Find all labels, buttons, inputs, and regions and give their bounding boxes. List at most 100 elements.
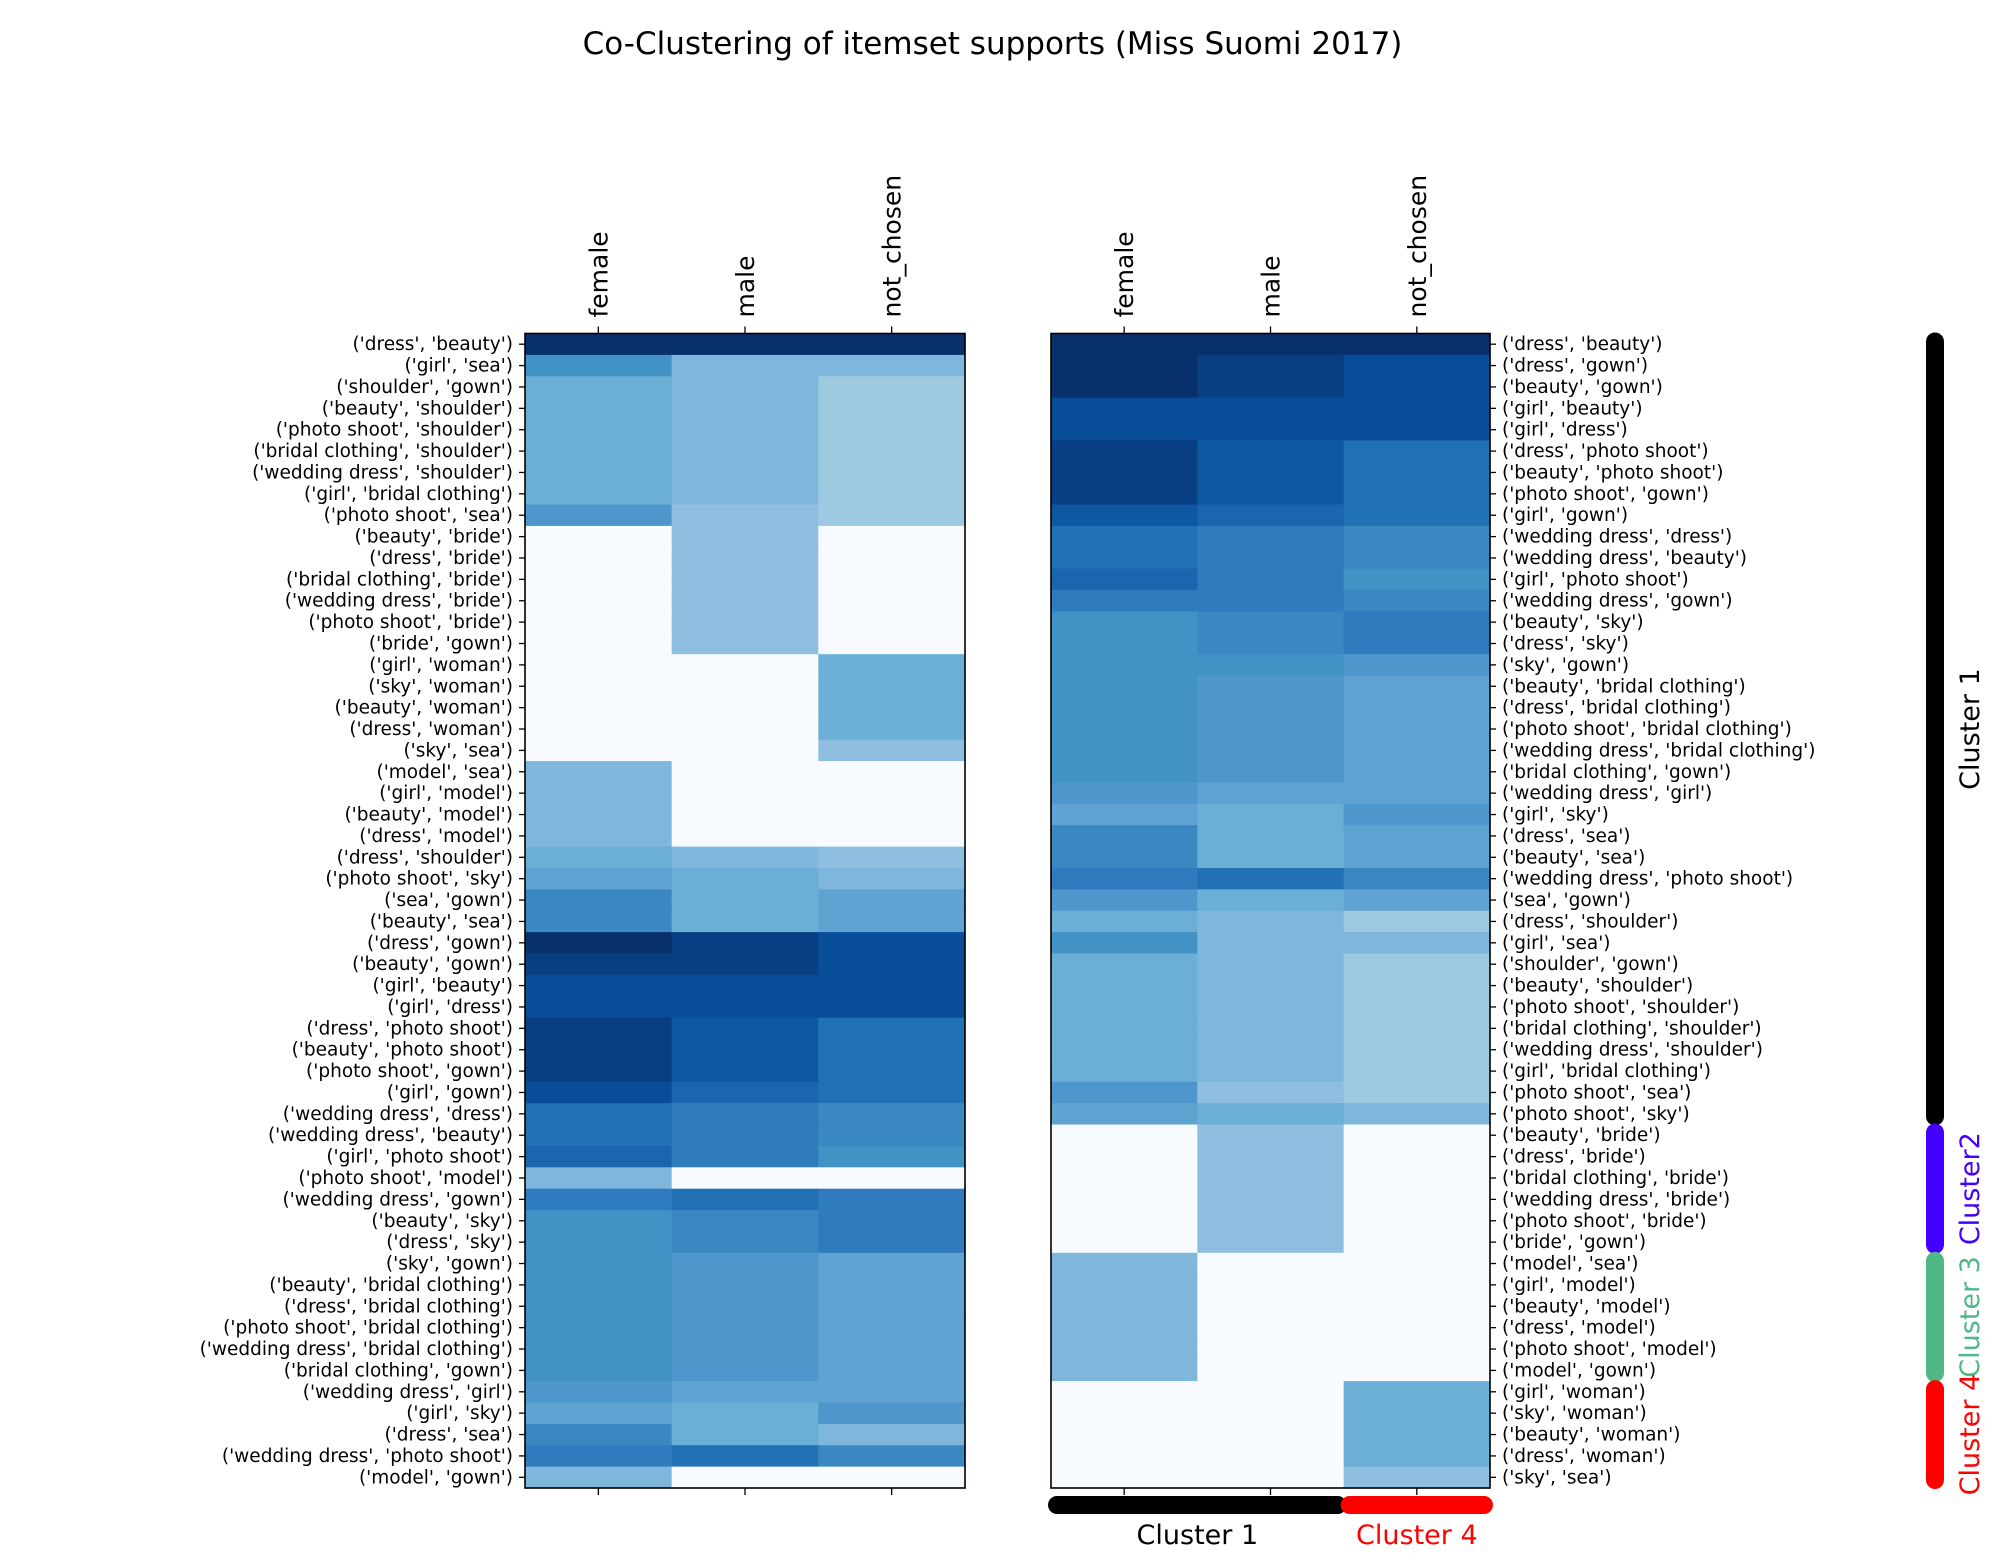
right-heatmap-row-label: ('girl', 'beauty') bbox=[1502, 398, 1643, 419]
right-heatmap-row-label: ('bridal clothing', 'shoulder') bbox=[1502, 1018, 1762, 1039]
right-heatmap-col-label: female bbox=[1110, 231, 1139, 317]
right-heatmap-cell bbox=[1051, 953, 1198, 976]
left-heatmap-cell bbox=[671, 1210, 819, 1233]
right-heatmap-row-label: ('shoulder', 'gown') bbox=[1502, 954, 1679, 975]
left-heatmap-cell bbox=[671, 1381, 819, 1404]
left-heatmap-cell bbox=[818, 1060, 966, 1083]
left-heatmap-cell bbox=[671, 1017, 819, 1040]
right-heatmap-cell bbox=[1051, 1316, 1198, 1339]
right-heatmap-cell bbox=[1051, 525, 1198, 548]
left-heatmap-cell bbox=[818, 889, 966, 912]
right-heatmap-cell bbox=[1051, 782, 1198, 805]
left-heatmap-cell bbox=[525, 889, 673, 912]
left-heatmap-cell bbox=[818, 1445, 966, 1468]
left-heatmap-cell bbox=[818, 974, 966, 997]
right-heatmap-cell bbox=[1197, 1167, 1345, 1190]
left-heatmap-row-label: ('bride', 'gown') bbox=[369, 634, 513, 655]
right-heatmap-row-label: ('dress', 'bridal clothing') bbox=[1502, 698, 1731, 719]
right-heatmap-cell bbox=[1197, 803, 1345, 826]
right-heatmap-cell bbox=[1343, 910, 1491, 933]
left-heatmap-cell bbox=[818, 611, 966, 634]
left-heatmap-row-label: ('photo shoot', 'shoulder') bbox=[276, 420, 513, 441]
left-heatmap-cell bbox=[818, 1145, 966, 1168]
row-cluster-label: Cluster 4 bbox=[1955, 1374, 1986, 1496]
right-heatmap-cell bbox=[1343, 867, 1491, 890]
right-heatmap-cell bbox=[1343, 1039, 1491, 1062]
left-heatmap-cell bbox=[671, 1145, 819, 1168]
right-heatmap-cell bbox=[1051, 761, 1198, 784]
row-cluster-label: Cluster 3 bbox=[1955, 1256, 1986, 1378]
right-heatmap-cell bbox=[1197, 910, 1345, 933]
left-heatmap-row-label: ('beauty', 'model') bbox=[344, 805, 513, 826]
left-heatmap-cell bbox=[818, 632, 966, 655]
left-heatmap-cell bbox=[525, 1316, 673, 1339]
left-heatmap-row-label: ('girl', 'model') bbox=[379, 783, 513, 804]
left-heatmap-row-label: ('wedding dress', 'beauty') bbox=[268, 1125, 513, 1146]
left-heatmap-row-label: ('dress', 'shoulder') bbox=[337, 847, 513, 868]
left-heatmap-cell bbox=[818, 376, 966, 399]
left-heatmap-row-label: ('dress', 'sky') bbox=[386, 1232, 513, 1253]
left-heatmap-cell bbox=[525, 761, 673, 784]
right-heatmap-cell bbox=[1197, 525, 1345, 548]
right-heatmap-row-label: ('girl', 'bridal clothing') bbox=[1502, 1061, 1711, 1082]
right-heatmap-row-label: ('girl', 'gown') bbox=[1502, 505, 1628, 526]
column-cluster-bars: Cluster 1 Cluster 4 bbox=[1048, 1496, 1493, 1551]
right-heatmap: ('dress', 'beauty')('dress', 'gown')('be… bbox=[1050, 175, 1815, 1495]
right-heatmap-row-label: ('photo shoot', 'sky') bbox=[1502, 1104, 1690, 1125]
right-heatmap-cell bbox=[1051, 440, 1198, 463]
left-heatmap-cell bbox=[525, 1402, 673, 1425]
right-heatmap-cell bbox=[1343, 525, 1491, 548]
right-heatmap-row-label: ('wedding dress', 'dress') bbox=[1502, 527, 1732, 548]
right-heatmap-cell bbox=[1343, 632, 1491, 655]
left-heatmap-cell bbox=[671, 547, 819, 570]
left-heatmap-cell bbox=[818, 1338, 966, 1361]
left-heatmap-cell bbox=[818, 1423, 966, 1446]
left-heatmap-row-label: ('wedding dress', 'girl') bbox=[303, 1382, 513, 1403]
right-heatmap-row-label: ('girl', 'photo shoot') bbox=[1502, 569, 1689, 590]
row-cluster-label: Cluster 1 bbox=[1955, 668, 1986, 790]
left-heatmap-cell bbox=[818, 1295, 966, 1318]
left-heatmap-cell bbox=[818, 1124, 966, 1147]
right-heatmap-cell bbox=[1343, 1359, 1491, 1382]
right-heatmap-cell bbox=[1051, 483, 1198, 506]
right-heatmap-row-label: ('dress', 'gown') bbox=[1502, 356, 1648, 377]
left-heatmap-cell bbox=[671, 846, 819, 869]
right-heatmap-cell bbox=[1197, 1017, 1345, 1040]
right-heatmap-cell bbox=[1197, 1466, 1345, 1489]
right-heatmap-cell bbox=[1051, 461, 1198, 484]
left-heatmap-cell bbox=[525, 1145, 673, 1168]
right-heatmap-cell bbox=[1343, 739, 1491, 762]
right-heatmap-cell bbox=[1197, 718, 1345, 741]
right-heatmap-row-label: ('bridal clothing', 'bride') bbox=[1502, 1168, 1729, 1189]
left-heatmap-cell bbox=[525, 825, 673, 848]
right-heatmap-row-label: ('wedding dress', 'shoulder') bbox=[1502, 1040, 1763, 1061]
left-heatmap-row-label: ('sea', 'gown') bbox=[384, 890, 513, 911]
left-heatmap-row-label: ('girl', 'bridal clothing') bbox=[304, 484, 513, 505]
left-heatmap-cell bbox=[671, 1338, 819, 1361]
left-heatmap-cell bbox=[671, 1124, 819, 1147]
right-heatmap-cell bbox=[1197, 590, 1345, 613]
left-heatmap-cell bbox=[818, 910, 966, 933]
right-heatmap-row-label: ('bride', 'gown') bbox=[1502, 1232, 1646, 1253]
right-heatmap-row-label: ('beauty', 'photo shoot') bbox=[1502, 462, 1723, 483]
right-heatmap-cell bbox=[1197, 1103, 1345, 1126]
left-heatmap-cell bbox=[525, 1060, 673, 1083]
right-heatmap-cell bbox=[1343, 1124, 1491, 1147]
left-heatmap-cell bbox=[818, 568, 966, 591]
left-heatmap-cell bbox=[525, 739, 673, 762]
right-heatmap-cell bbox=[1197, 1060, 1345, 1083]
left-heatmap-row-label: ('photo shoot', 'bridal clothing') bbox=[223, 1318, 513, 1339]
right-heatmap-cell bbox=[1051, 1124, 1198, 1147]
left-heatmap-cell bbox=[671, 718, 819, 741]
left-heatmap-col-label: male bbox=[731, 256, 760, 318]
left-heatmap-row-label: ('beauty', 'bridal clothing') bbox=[269, 1275, 513, 1296]
left-heatmap-cell bbox=[525, 419, 673, 441]
left-heatmap-cell bbox=[671, 803, 819, 826]
left-heatmap-cell bbox=[671, 739, 819, 762]
right-heatmap-col-label: not_chosen bbox=[1403, 175, 1432, 318]
left-heatmap-cell bbox=[525, 1039, 673, 1062]
left-heatmap-cell bbox=[671, 333, 819, 356]
chart-title: Co-Clustering of itemset supports (Miss … bbox=[582, 26, 1403, 62]
